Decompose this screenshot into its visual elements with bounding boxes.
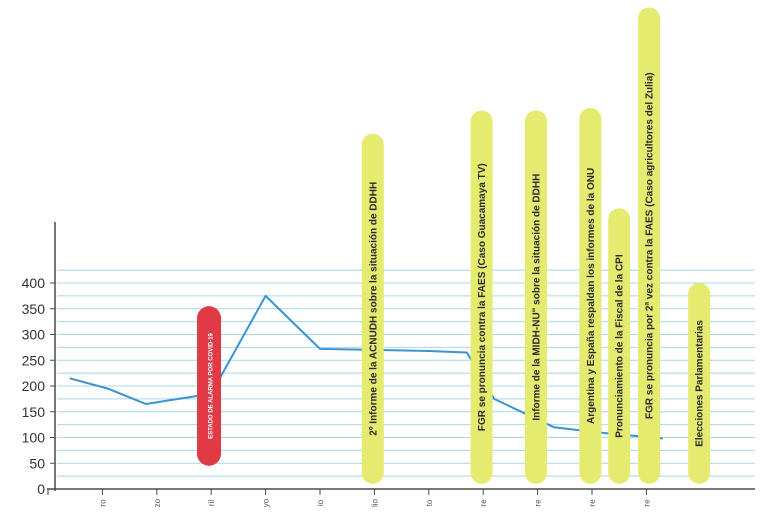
x-tick-label: ro <box>98 499 107 507</box>
event-pill <box>579 107 602 484</box>
event-pill <box>524 110 547 484</box>
x-tick-label: zo <box>153 498 162 507</box>
event-marker: Informe de la MIDH-NU" sobre la situació… <box>524 110 547 484</box>
x-tick-label: to <box>425 499 434 506</box>
event-label: Pronunciamiento de la Fiscal de la CPI <box>615 254 626 438</box>
event-pill <box>197 306 222 466</box>
y-tick-label: 150 <box>22 404 46 420</box>
x-tick-label: re <box>642 499 651 507</box>
event-pill <box>470 110 493 484</box>
event-pill <box>361 133 384 484</box>
event-marker: Argentina y España respaldan los informe… <box>579 107 602 484</box>
x-tick-label: ril <box>207 500 216 506</box>
event-marker: FGR se pronuncia por 2ª vez contra la FA… <box>638 7 661 484</box>
y-tick-label: 100 <box>22 430 46 446</box>
event-label: ESTADO DE ALARMA POR COVID-19 <box>209 332 215 438</box>
axes: 0 50 100 150 200 250 300 350 400 ro zo ril yo io lio to… <box>22 222 755 507</box>
event-marker-alarm: ESTADO DE ALARMA POR COVID-19 <box>197 306 222 466</box>
y-tick-label: 200 <box>22 378 46 394</box>
y-tick-label: 400 <box>22 275 46 291</box>
x-tick-label: re <box>479 499 488 507</box>
event-label: Informe de la MIDH-NU" sobre la situació… <box>531 174 542 421</box>
y-tick-label: 350 <box>22 301 46 317</box>
event-label: 2º Informe de la ACNUDH sobre la situaci… <box>368 182 379 436</box>
event-marker: 2º Informe de la ACNUDH sobre la situaci… <box>361 133 384 484</box>
event-pill <box>608 208 631 484</box>
x-tick-label: yo <box>262 498 271 507</box>
event-pill <box>638 7 661 484</box>
y-tick-label: 250 <box>22 352 46 368</box>
event-label: Elecciones Parlamentarias <box>695 320 706 447</box>
event-label: FGR se pronuncia contra la FAES (Caso Gu… <box>477 163 488 431</box>
event-marker: FGR se pronuncia contra la FAES (Caso Gu… <box>470 110 493 484</box>
y-tick-label: 0 <box>37 481 45 497</box>
x-tick-label: io <box>316 499 325 506</box>
x-tick-label: lio <box>370 498 379 507</box>
event-label: FGR se pronuncia por 2ª vez contra la FA… <box>645 72 656 419</box>
event-marker: Pronunciamiento de la Fiscal de la CPI <box>608 208 631 484</box>
y-tick-label: 50 <box>29 455 45 471</box>
event-pill <box>688 283 711 484</box>
x-tick-label: re <box>534 499 543 507</box>
event-marker: Elecciones Parlamentarias <box>688 283 711 484</box>
events: ESTADO DE ALARMA POR COVID-19 2º Informe … <box>197 7 711 484</box>
x-tick-label: re <box>588 499 597 507</box>
event-label: Argentina y España respaldan los informe… <box>586 168 597 424</box>
y-tick-label: 300 <box>22 327 46 343</box>
